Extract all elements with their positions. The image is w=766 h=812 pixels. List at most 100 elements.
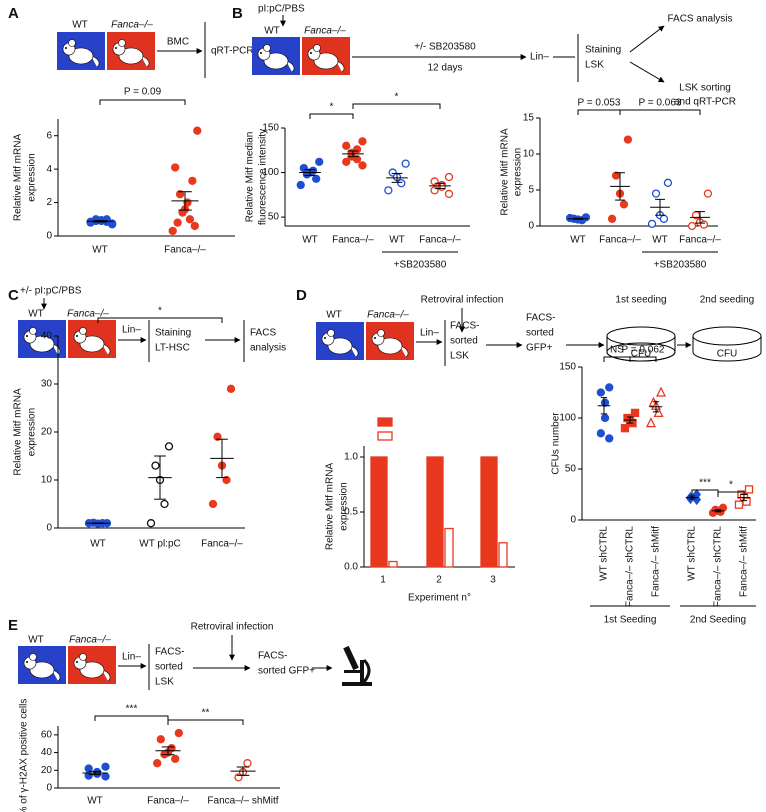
point	[296, 180, 305, 190]
point	[101, 772, 110, 781]
y-axis-label: CFUs number	[551, 412, 562, 475]
y-tick-label: 6	[46, 130, 52, 141]
panel-label: E	[8, 617, 18, 634]
y-axis-label: expression	[27, 153, 38, 201]
y-tick-label: 0	[570, 515, 576, 526]
annotation: *	[158, 306, 162, 317]
y-tick-label: 10	[41, 475, 53, 486]
y-tick-label: 150	[559, 362, 576, 373]
label: 2nd seeding	[700, 295, 755, 306]
point	[619, 200, 629, 209]
label: LSK sorting	[679, 83, 731, 94]
x-tick-label: WT shCTRL	[599, 526, 610, 581]
y-tick-label: 50	[565, 464, 577, 475]
point	[188, 176, 197, 185]
microscope-icon	[342, 645, 372, 686]
y-axis-label: % of γ-H2AX positive cells	[19, 699, 30, 812]
x-tick-label: WT	[87, 796, 103, 807]
point	[193, 126, 202, 135]
label: Fanca–/–	[67, 309, 109, 320]
y-tick-label: 100	[559, 413, 576, 424]
annotation: NS	[610, 345, 624, 356]
label: sorted GFP+	[258, 666, 315, 677]
label: Fanca–/–	[367, 310, 409, 321]
panel-label: A	[8, 5, 19, 22]
bracket	[577, 109, 621, 115]
point	[174, 728, 183, 738]
point	[703, 189, 713, 198]
y-tick-label: 2	[46, 197, 52, 208]
y-axis-label: fluorescence intensity	[258, 129, 269, 225]
x-tick-label: WT	[302, 235, 318, 246]
label: LT-HSC	[155, 343, 190, 354]
point	[401, 159, 410, 168]
annotation: P = 0.053	[578, 98, 621, 109]
y-tick-label: 20	[41, 765, 53, 776]
y-tick-label: 5	[528, 185, 534, 196]
point	[384, 186, 393, 195]
point	[178, 208, 187, 217]
x-tick-label: 2	[436, 575, 442, 586]
point	[600, 413, 610, 423]
point	[605, 383, 614, 392]
bar	[388, 560, 398, 568]
label: Fanca–/–	[69, 635, 111, 646]
y-tick-label: 0	[46, 231, 52, 242]
label: WT	[28, 635, 44, 646]
label: Staining	[585, 45, 621, 56]
point	[171, 754, 180, 763]
point	[171, 163, 180, 172]
legend-swatch	[377, 417, 393, 427]
point	[596, 388, 605, 397]
point	[596, 429, 605, 438]
label: LSK	[585, 60, 604, 71]
y-tick-label: 0.0	[344, 562, 358, 573]
bracket	[717, 491, 745, 497]
panel-label: D	[296, 287, 307, 304]
group-label: 1st Seeding	[604, 615, 657, 626]
bar	[480, 456, 498, 568]
y-tick-label: 0	[528, 221, 534, 232]
group-label: +SB203580	[654, 260, 707, 271]
label: pI:pC/PBS	[258, 4, 305, 15]
bracket	[309, 113, 354, 119]
y-tick-label: 1.0	[344, 452, 358, 463]
x-tick-label: WT pl:pC	[139, 539, 181, 550]
label: WT	[28, 309, 44, 320]
x-tick-label: Fanca–/–	[332, 235, 374, 246]
point	[605, 434, 614, 443]
x-tick-label: Fanca–/–	[164, 245, 206, 256]
label: sorted	[155, 662, 183, 673]
bracket	[167, 719, 244, 725]
point	[156, 735, 165, 744]
label: GFP+	[526, 343, 553, 354]
point	[607, 214, 617, 223]
point	[430, 186, 439, 195]
label: CFU	[631, 349, 652, 360]
point	[108, 220, 117, 229]
label: FACS-	[258, 651, 287, 662]
x-tick-label: Fanca–/–	[679, 235, 721, 246]
label: FACS analysis	[667, 14, 732, 25]
point	[430, 177, 439, 186]
point	[600, 398, 610, 407]
label: Lin–	[122, 652, 141, 663]
label: WT	[264, 26, 280, 37]
point	[168, 226, 177, 236]
label: FACS-	[450, 321, 479, 332]
y-tick-label: 40	[41, 747, 53, 758]
x-tick-label: WT	[90, 539, 106, 550]
point	[663, 178, 673, 187]
label: analysis	[250, 343, 286, 354]
point	[623, 135, 633, 144]
annotation: *	[395, 92, 399, 103]
label: LSK	[450, 351, 469, 362]
y-tick-label: 4	[46, 164, 52, 175]
y-axis-label: expression	[27, 408, 38, 456]
point	[222, 475, 231, 485]
panel-label: B	[232, 5, 243, 22]
x-tick-label: WT	[570, 235, 586, 246]
label: and qRT-PCR	[674, 97, 736, 108]
bracket	[99, 99, 186, 105]
